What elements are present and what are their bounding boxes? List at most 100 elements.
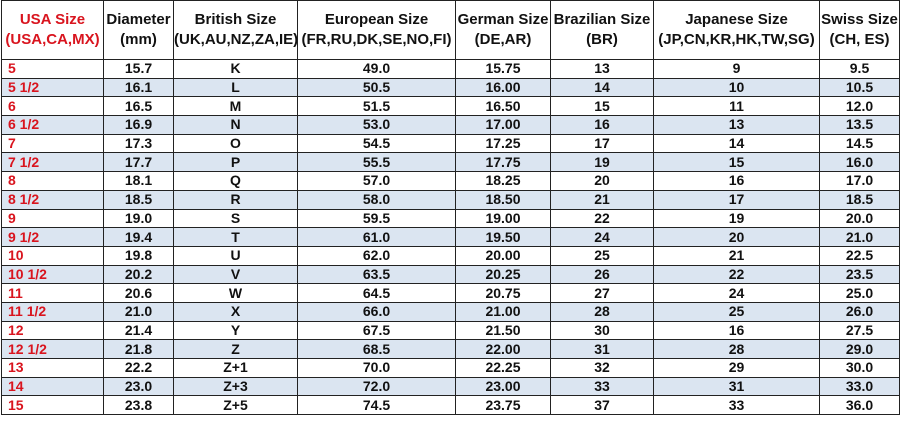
japanese-size-cell: 33 <box>653 395 820 416</box>
german-size-cell: 22.25 <box>455 358 551 378</box>
brazilian-size-cell: 20 <box>550 171 654 191</box>
swiss-size-cell: 17.0 <box>819 171 900 191</box>
diameter-cell: 19.4 <box>103 227 174 247</box>
usa-size-cell: 14 <box>1 376 104 397</box>
british-size-cell: U <box>173 245 298 266</box>
table-row: 13 22.2 Z+1 70.0 22.25 32 29 30.0 <box>1 358 900 378</box>
swiss-size-cell: 20.0 <box>819 208 900 229</box>
usa-size-cell: 8 <box>1 171 104 191</box>
british-size-cell: K <box>173 59 298 79</box>
european-size-cell: 70.0 <box>297 358 456 378</box>
table-row: 15 23.8 Z+5 74.5 23.75 37 33 36.0 <box>1 395 900 416</box>
european-size-cell: 62.0 <box>297 245 456 266</box>
header-title: USA Size <box>19 11 86 28</box>
header-title: British Size <box>194 11 277 28</box>
japanese-size-cell: 24 <box>653 283 820 303</box>
header-british-size: British Size (UK,AU,NZ,ZA,IE) <box>173 0 298 60</box>
swiss-size-cell: 30.0 <box>819 358 900 378</box>
diameter-cell: 18.5 <box>103 189 174 210</box>
german-size-cell: 18.50 <box>455 189 551 210</box>
brazilian-size-cell: 33 <box>550 376 654 397</box>
british-size-cell: Q <box>173 171 298 191</box>
german-size-cell: 15.75 <box>455 59 551 79</box>
diameter-cell: 21.0 <box>103 301 174 322</box>
diameter-cell: 15.7 <box>103 59 174 79</box>
german-size-cell: 17.00 <box>455 115 551 135</box>
usa-size-cell: 10 1/2 <box>1 264 104 285</box>
brazilian-size-cell: 37 <box>550 395 654 416</box>
european-size-cell: 68.5 <box>297 339 456 359</box>
german-size-cell: 23.00 <box>455 376 551 397</box>
usa-size-cell: 6 1/2 <box>1 115 104 135</box>
usa-size-cell: 9 <box>1 208 104 229</box>
table-row: 7 17.3 O 54.5 17.25 17 14 14.5 <box>1 133 900 154</box>
header-european-size: European Size (FR,RU,DK,SE,NO,FI) <box>297 0 456 60</box>
usa-size-cell: 10 <box>1 245 104 266</box>
header-swiss-size: Swiss Size (CH, ES) <box>819 0 900 60</box>
german-size-cell: 20.25 <box>455 264 551 285</box>
brazilian-size-cell: 31 <box>550 339 654 359</box>
german-size-cell: 21.50 <box>455 320 551 341</box>
header-regions: (BR) <box>586 31 618 48</box>
table-row: 6 1/2 16.9 N 53.0 17.00 16 13 13.5 <box>1 115 900 135</box>
header-title: Brazilian Size <box>553 11 651 28</box>
table-row: 9 1/2 19.4 T 61.0 19.50 24 20 21.0 <box>1 227 900 247</box>
japanese-size-cell: 15 <box>653 152 820 173</box>
european-size-cell: 50.5 <box>297 77 456 98</box>
swiss-size-cell: 14.5 <box>819 133 900 154</box>
diameter-cell: 21.4 <box>103 320 174 341</box>
usa-size-cell: 5 <box>1 59 104 79</box>
japanese-size-cell: 11 <box>653 96 820 117</box>
table-row: 8 1/2 18.5 R 58.0 18.50 21 17 18.5 <box>1 189 900 210</box>
header-regions: (FR,RU,DK,SE,NO,FI) <box>301 31 452 48</box>
european-size-cell: 55.5 <box>297 152 456 173</box>
table-row: 10 1/2 20.2 V 63.5 20.25 26 22 23.5 <box>1 264 900 285</box>
japanese-size-cell: 28 <box>653 339 820 359</box>
table-row: 14 23.0 Z+3 72.0 23.00 33 31 33.0 <box>1 376 900 397</box>
german-size-cell: 19.50 <box>455 227 551 247</box>
header-usa-size: USA Size (USA,CA,MX) <box>1 0 104 60</box>
british-size-cell: S <box>173 208 298 229</box>
european-size-cell: 59.5 <box>297 208 456 229</box>
header-regions: (CH, ES) <box>829 31 890 48</box>
table-row: 7 1/2 17.7 P 55.5 17.75 19 15 16.0 <box>1 152 900 173</box>
german-size-cell: 16.50 <box>455 96 551 117</box>
header-title: Diameter <box>106 11 171 28</box>
header-brazilian-size: Brazilian Size (BR) <box>550 0 654 60</box>
table-row: 10 19.8 U 62.0 20.00 25 21 22.5 <box>1 245 900 266</box>
diameter-cell: 23.0 <box>103 376 174 397</box>
japanese-size-cell: 17 <box>653 189 820 210</box>
british-size-cell: T <box>173 227 298 247</box>
german-size-cell: 16.00 <box>455 77 551 98</box>
usa-size-cell: 12 1/2 <box>1 339 104 359</box>
japanese-size-cell: 16 <box>653 320 820 341</box>
british-size-cell: Z+1 <box>173 358 298 378</box>
swiss-size-cell: 21.0 <box>819 227 900 247</box>
brazilian-size-cell: 28 <box>550 301 654 322</box>
swiss-size-cell: 9.5 <box>819 59 900 79</box>
header-title: Swiss Size <box>821 11 898 28</box>
german-size-cell: 23.75 <box>455 395 551 416</box>
diameter-cell: 16.1 <box>103 77 174 98</box>
european-size-cell: 74.5 <box>297 395 456 416</box>
header-regions: (USA,CA,MX) <box>5 31 100 48</box>
german-size-cell: 20.00 <box>455 245 551 266</box>
japanese-size-cell: 29 <box>653 358 820 378</box>
table-body: 5 15.7 K 49.0 15.75 13 9 9.5 5 1/2 16.1 L 50.5 16.00… <box>1 59 900 416</box>
british-size-cell: P <box>173 152 298 173</box>
british-size-cell: V <box>173 264 298 285</box>
table-row: 9 19.0 S 59.5 19.00 22 19 20.0 <box>1 208 900 229</box>
swiss-size-cell: 33.0 <box>819 376 900 397</box>
usa-size-cell: 7 1/2 <box>1 152 104 173</box>
brazilian-size-cell: 21 <box>550 189 654 210</box>
table-row: 6 16.5 M 51.5 16.50 15 11 12.0 <box>1 96 900 117</box>
header-diameter: Diameter (mm) <box>103 0 174 60</box>
japanese-size-cell: 10 <box>653 77 820 98</box>
german-size-cell: 21.00 <box>455 301 551 322</box>
japanese-size-cell: 19 <box>653 208 820 229</box>
table-row: 12 21.4 Y 67.5 21.50 30 16 27.5 <box>1 320 900 341</box>
header-title: Japanese Size <box>685 11 788 28</box>
header-regions: (DE,AR) <box>474 31 532 48</box>
brazilian-size-cell: 19 <box>550 152 654 173</box>
swiss-size-cell: 25.0 <box>819 283 900 303</box>
